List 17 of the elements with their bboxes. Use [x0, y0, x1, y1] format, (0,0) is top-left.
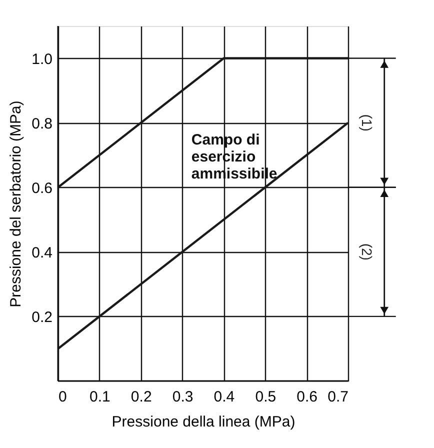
y-tick-label: 0.8: [32, 115, 52, 132]
text: (1): [359, 114, 376, 132]
text: (2): [359, 243, 376, 260]
y-tick-label: 0.2: [32, 308, 52, 326]
x-tick-label: 0.7: [328, 388, 348, 406]
y-tick-label: 0.4: [32, 244, 52, 262]
x-tick-label: 0.6: [296, 388, 318, 406]
y-tick-label: 1.0: [32, 50, 52, 68]
x-axis-title: Pressione della linea (MPa): [112, 414, 296, 430]
x-tick-label: 0.4: [214, 388, 235, 406]
x-tick-label: 0.5: [255, 388, 276, 406]
x-tick-label: 0: [58, 388, 67, 406]
x-tick-label: 0.2: [130, 388, 152, 406]
x-tick-label: 0.1: [90, 388, 110, 406]
y-axis-title: Pressione del serbatorio (MPa): [8, 100, 25, 308]
x-tick-label: 0.3: [172, 388, 194, 406]
y-tick-label: 0.6: [32, 180, 52, 197]
